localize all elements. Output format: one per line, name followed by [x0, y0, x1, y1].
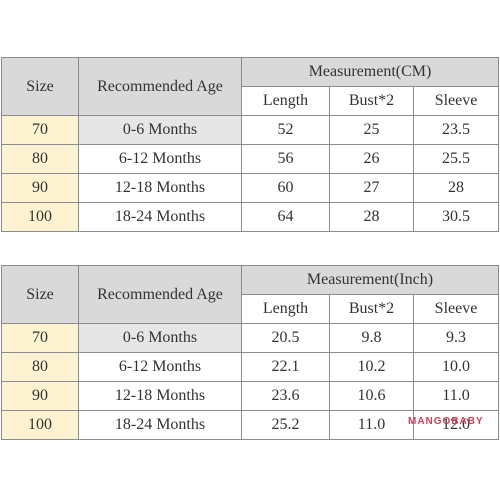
length-cell: 56 — [241, 144, 330, 174]
watermark-logo: MANGOBABY — [408, 416, 484, 427]
header-size: Size — [1, 57, 79, 116]
size-cell: 100 — [1, 202, 79, 232]
header-bust: Bust*2 — [329, 86, 414, 116]
age-cell: 6-12 Months — [78, 352, 242, 382]
header-measurement-group: Measurement(CM) — [240, 57, 500, 87]
sleeve-cell: 25.5 — [412, 144, 500, 174]
length-cell: 20.5 — [241, 323, 330, 353]
table-row: 100 18-24 Months 25.2 11.0 12.0 — [1, 410, 499, 440]
bust-cell: 10.6 — [329, 381, 414, 411]
length-cell: 22.1 — [241, 352, 330, 382]
header-size: Size — [1, 265, 79, 324]
table-row: 70 0-6 Months 20.5 9.8 9.3 — [1, 323, 499, 353]
age-cell: 0-6 Months — [78, 323, 242, 353]
sleeve-cell: 10.0 — [413, 352, 499, 382]
header-bust: Bust*2 — [329, 294, 414, 324]
age-cell: 0-6 Months — [78, 115, 242, 145]
sleeve-cell: 30.5 — [412, 202, 500, 232]
size-cell: 100 — [1, 410, 79, 440]
bust-cell: 26 — [329, 144, 414, 174]
size-cell: 90 — [1, 381, 79, 411]
size-cell: 80 — [1, 352, 79, 382]
table-row: 70 0-6 Months 52 25 23.5 — [1, 115, 500, 145]
age-cell: 12-18 Months — [78, 173, 242, 203]
age-cell: 18-24 Months — [78, 410, 242, 440]
length-cell: 60 — [241, 173, 330, 203]
age-cell: 6-12 Months — [78, 144, 242, 174]
sleeve-cell: 12.0 — [413, 410, 499, 440]
length-cell: 64 — [241, 202, 330, 232]
sleeve-cell: 9.3 — [413, 323, 499, 353]
header-length: Length — [241, 294, 330, 324]
bust-cell: 27 — [329, 173, 414, 203]
age-cell: 12-18 Months — [78, 381, 242, 411]
sleeve-cell: 28 — [412, 173, 500, 203]
size-cell: 80 — [1, 144, 79, 174]
table-row: 90 12-18 Months 60 27 28 — [1, 173, 500, 203]
length-cell: 25.2 — [241, 410, 330, 440]
size-table-inch: Size Recommended Age Measurement(Inch) L… — [1, 265, 499, 440]
table-row: 80 6-12 Months 56 26 25.5 — [1, 144, 500, 174]
bust-cell: 9.8 — [329, 323, 414, 353]
bust-cell: 11.0 — [329, 410, 414, 440]
table-row: 90 12-18 Months 23.6 10.6 11.0 — [1, 381, 499, 411]
sleeve-cell: 11.0 — [413, 381, 499, 411]
size-cell: 70 — [1, 323, 79, 353]
header-recommended-age: Recommended Age — [78, 265, 242, 324]
table-row: 80 6-12 Months 22.1 10.2 10.0 — [1, 352, 499, 382]
header-sleeve: Sleeve — [413, 294, 499, 324]
header-length: Length — [241, 86, 330, 116]
length-cell: 52 — [241, 115, 330, 145]
bust-cell: 25 — [329, 115, 414, 145]
size-cell: 90 — [1, 173, 79, 203]
header-recommended-age: Recommended Age — [78, 57, 242, 116]
bust-cell: 10.2 — [329, 352, 414, 382]
table-row: 100 18-24 Months 64 28 30.5 — [1, 202, 500, 232]
size-table-cm: Size Recommended Age Measurement(CM) Len… — [1, 57, 500, 232]
header-sleeve: Sleeve — [412, 86, 500, 116]
size-cell: 70 — [1, 115, 79, 145]
length-cell: 23.6 — [241, 381, 330, 411]
bust-cell: 28 — [329, 202, 414, 232]
sleeve-cell: 23.5 — [412, 115, 500, 145]
age-cell: 18-24 Months — [78, 202, 242, 232]
header-measurement-group: Measurement(Inch) — [241, 265, 499, 295]
